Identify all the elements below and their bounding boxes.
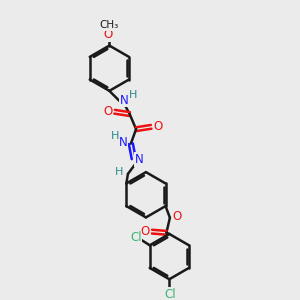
Text: O: O: [103, 105, 112, 118]
Text: O: O: [172, 210, 182, 223]
Text: H: H: [110, 131, 119, 141]
Text: N: N: [119, 136, 128, 149]
Text: N: N: [119, 94, 128, 106]
Text: N: N: [135, 153, 144, 166]
Text: Cl: Cl: [164, 288, 176, 300]
Text: CH₃: CH₃: [100, 20, 119, 30]
Text: O: O: [103, 28, 112, 41]
Text: O: O: [153, 120, 163, 133]
Text: H: H: [115, 167, 123, 176]
Text: O: O: [141, 225, 150, 238]
Text: Cl: Cl: [130, 231, 142, 244]
Text: H: H: [129, 90, 138, 100]
